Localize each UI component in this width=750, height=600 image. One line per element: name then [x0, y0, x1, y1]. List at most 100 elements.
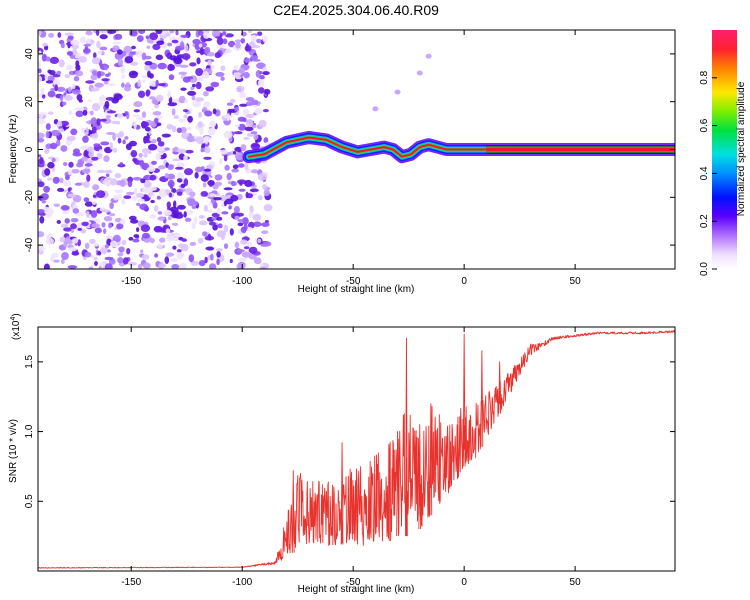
snr-x-ticks: -150 -100 -50 0 50 [121, 327, 581, 588]
noise-blob [132, 176, 142, 181]
noise-blob [244, 162, 249, 171]
noise-blob [222, 31, 227, 36]
noise-blob [92, 70, 97, 76]
noise-blob [239, 103, 248, 107]
noise-blob [247, 30, 253, 34]
noise-blob [81, 156, 88, 161]
noise-blob [118, 246, 125, 253]
noise-blob [154, 253, 159, 258]
noise-blob [39, 216, 45, 224]
noise-blob [219, 158, 223, 165]
noise-blob [67, 247, 78, 252]
noise-blob [38, 181, 45, 188]
noise-blob [95, 30, 100, 36]
noise-blob [66, 64, 73, 71]
noise-blob [198, 215, 205, 219]
noise-blob [99, 261, 106, 268]
faint-blob [425, 53, 432, 59]
x-tick-label: -50 [346, 276, 361, 287]
x-tick-label: -150 [121, 276, 141, 287]
noise-blob [47, 75, 55, 82]
noise-blob [148, 143, 158, 151]
noise-blob [91, 103, 101, 111]
noise-blob [216, 216, 223, 221]
noise-blob [186, 126, 192, 131]
noise-blob [186, 76, 194, 80]
noise-blob [96, 40, 101, 49]
noise-blob [167, 102, 178, 107]
noise-blob [223, 187, 233, 191]
noise-blob [183, 178, 189, 187]
noise-blob [154, 205, 159, 212]
noise-blob [246, 133, 254, 137]
x-tick-label: 50 [570, 577, 582, 588]
noise-blob [202, 71, 210, 79]
noise-blob [232, 164, 239, 169]
noise-blob [251, 99, 259, 106]
noise-blob [141, 52, 147, 61]
noise-blob [193, 216, 198, 224]
noise-blob [216, 251, 221, 258]
noise-blob [140, 224, 151, 232]
noise-blob [83, 197, 90, 203]
noise-blob [197, 121, 203, 128]
noise-blob [138, 153, 143, 158]
noise-blob [261, 230, 269, 234]
noise-blob [91, 126, 97, 134]
noise-blob [183, 211, 187, 218]
noise-blob [200, 191, 209, 197]
noise-blob [181, 238, 187, 242]
noise-blob [136, 202, 141, 206]
noise-blob [176, 252, 184, 260]
noise-blob [189, 191, 196, 197]
noise-blob [77, 222, 83, 227]
noise-blob [133, 121, 137, 130]
noise-blob [95, 190, 106, 199]
noise-blob [129, 31, 138, 37]
noise-blob [181, 53, 191, 60]
noise-blob [119, 179, 126, 187]
noise-blob [62, 162, 68, 166]
noise-blob [66, 51, 73, 56]
noise-blob [122, 139, 126, 145]
noise-blob [157, 216, 166, 221]
noise-blob [157, 141, 165, 147]
noise-blob [213, 197, 222, 201]
noise-blob [210, 64, 215, 70]
noise-blob [116, 223, 124, 230]
noise-blob [121, 74, 126, 80]
noise-blob [211, 212, 220, 218]
noise-blob [57, 32, 62, 38]
noise-blob [222, 38, 228, 45]
noise-blob [130, 219, 139, 224]
noise-blob [125, 191, 135, 196]
noise-blob [138, 90, 146, 99]
noise-blob [43, 263, 50, 269]
noise-blob [203, 101, 211, 108]
noise-blob [58, 59, 65, 68]
noise-blob [91, 57, 101, 65]
noise-blob [207, 51, 215, 57]
noise-blob [224, 33, 234, 38]
noise-blob [214, 174, 223, 181]
noise-blob [128, 236, 134, 241]
noise-blob [84, 159, 94, 164]
x-tick-label: 0 [461, 577, 467, 588]
noise-blob [196, 57, 201, 65]
noise-blob [67, 265, 78, 269]
noise-blob [91, 200, 97, 205]
noise-blob [145, 89, 150, 97]
noise-blob [38, 154, 42, 158]
noise-blob [203, 91, 209, 97]
noise-blob [58, 128, 65, 133]
noise-blob [145, 35, 150, 40]
noise-blob [117, 137, 122, 144]
noise-blob [226, 172, 232, 181]
noise-blob [180, 34, 189, 38]
noise-blob [135, 50, 143, 58]
noise-blob [57, 187, 65, 192]
noise-blob [124, 136, 129, 140]
noise-blob [220, 76, 225, 81]
noise-blob [236, 263, 246, 269]
noise-blob [45, 130, 50, 139]
